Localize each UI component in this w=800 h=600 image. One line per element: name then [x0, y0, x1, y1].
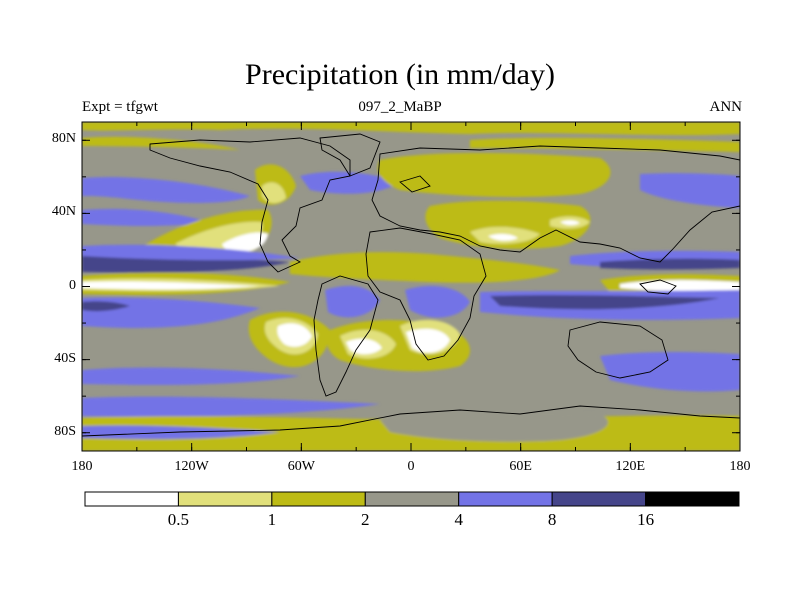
y-tick-label: 80N — [51, 131, 76, 147]
y-tick-label: 40N — [51, 204, 76, 220]
colorbar-box — [645, 491, 740, 507]
colorbar-label: 2 — [361, 510, 370, 529]
colorbar-label: 4 — [454, 510, 463, 529]
x-tick-label: 60E — [509, 459, 532, 474]
x-tick-label: 120W — [174, 459, 209, 474]
axis-ticks — [81, 122, 741, 451]
colorbar-label: 8 — [547, 510, 557, 529]
colorbar-label: 0.5 — [167, 510, 190, 529]
colorbar-box — [271, 491, 366, 507]
x-tick-label: 0 — [407, 459, 415, 474]
chart-title: Precipitation (in mm/day) — [245, 58, 555, 91]
x-tick-label: 180 — [71, 459, 93, 474]
precip-field — [82, 122, 740, 451]
colorbar-box — [364, 491, 460, 507]
continent-outlines — [82, 133, 740, 437]
colorbar-box — [458, 491, 553, 507]
y-tick-label: 0 — [69, 277, 76, 293]
center-subtitle: 097_2_MaBP — [358, 99, 442, 115]
y-tick-label: 80S — [54, 423, 76, 439]
x-tick-label: 120E — [615, 459, 646, 474]
colorbar-box — [177, 491, 273, 507]
y-tick-label: 40S — [54, 350, 76, 366]
colorbar-label: 1 — [267, 510, 277, 529]
colorbar — [84, 491, 740, 507]
colorbar-box — [84, 491, 179, 507]
x-tick-label: 60W — [287, 459, 315, 474]
colorbar-label: 16 — [637, 510, 655, 529]
right-subtitle: ANN — [709, 99, 743, 115]
colorbar-box — [551, 491, 647, 507]
left-subtitle: Expt = tfgwt — [82, 99, 158, 115]
x-tick-label: 180 — [729, 459, 751, 474]
